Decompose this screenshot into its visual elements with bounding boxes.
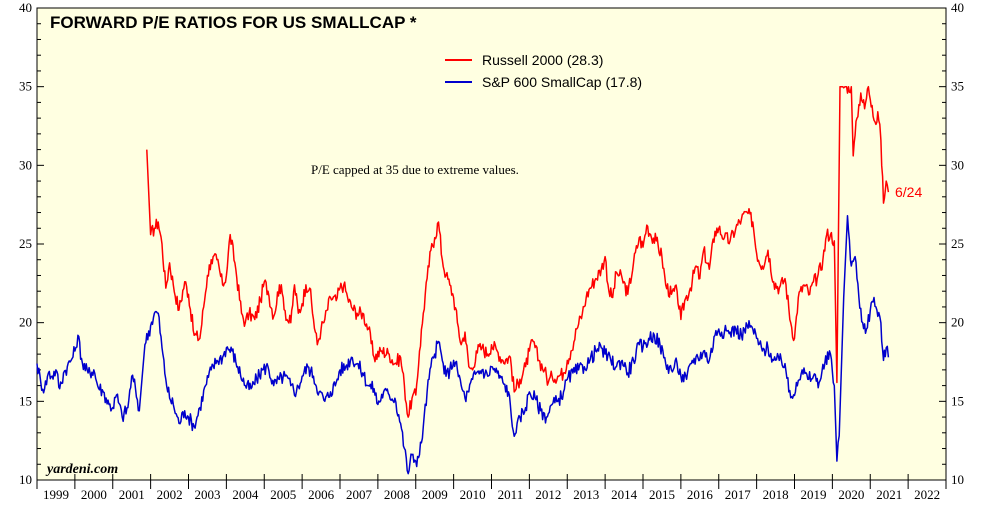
x-tick-label: 2006 (308, 487, 335, 502)
x-tick-label: 2001 (119, 487, 145, 502)
x-tick-label: 2012 (535, 487, 561, 502)
y-tick-label-right: 25 (951, 236, 964, 251)
x-tick-label: 2005 (270, 487, 296, 502)
y-tick-label-left: 10 (19, 472, 32, 487)
y-tick-label-left: 15 (19, 393, 32, 408)
x-tick-label: 2019 (800, 487, 826, 502)
end-date-label: 6/24 (895, 184, 922, 200)
chart-title: FORWARD P/E RATIOS FOR US SMALLCAP * (50, 13, 417, 32)
x-tick-label: 1999 (43, 487, 69, 502)
x-tick-label: 2018 (763, 487, 789, 502)
x-tick-label: 2011 (498, 487, 524, 502)
y-tick-label-right: 40 (951, 0, 964, 15)
x-tick-label: 2002 (157, 487, 183, 502)
y-tick-label-right: 15 (951, 393, 964, 408)
y-tick-label-left: 40 (19, 0, 32, 15)
y-tick-label-right: 35 (951, 79, 964, 94)
x-axis: 1999 2000 2001 2002 2003 2004 2005 2006 2007 2008… (36, 474, 947, 502)
left-y-axis: 10 15 20 25 30 35 40 (19, 0, 44, 487)
y-tick-label-right: 30 (951, 157, 964, 172)
x-tick-label: 2013 (573, 487, 599, 502)
y-tick-label-left: 30 (19, 157, 32, 172)
x-tick-label: 2010 (460, 487, 486, 502)
x-tick-label: 2009 (422, 487, 448, 502)
x-tick-label: 2008 (384, 487, 410, 502)
right-y-axis: 10 15 20 25 30 35 40 (939, 0, 964, 487)
plot-area (36, 7, 947, 481)
x-tick-label: 2022 (914, 487, 940, 502)
source-label: yardeni.com (45, 462, 118, 477)
y-tick-label-right: 10 (951, 472, 964, 487)
x-tick-label: 2000 (81, 487, 107, 502)
x-tick-label: 2014 (611, 487, 638, 502)
x-tick-label: 2020 (838, 487, 864, 502)
x-tick-label: 2007 (346, 487, 373, 502)
x-tick-label: 2015 (649, 487, 675, 502)
y-tick-label-left: 25 (19, 236, 32, 251)
legend-label-sp600: S&P 600 SmallCap (17.8) (482, 74, 642, 90)
y-tick-label-left: 35 (19, 79, 32, 94)
series-line-sp600-smallcap (36, 214, 890, 475)
y-tick-label-left: 20 (19, 315, 32, 330)
x-tick-label: 2017 (725, 487, 752, 502)
x-tick-label: 2003 (194, 487, 220, 502)
x-tick-label: 2021 (876, 487, 902, 502)
x-tick-label: 2004 (232, 487, 259, 502)
x-tick-label: 2016 (687, 487, 714, 502)
legend: Russell 2000 (28.3) S&P 600 SmallCap (17… (445, 52, 642, 90)
legend-label-russell: Russell 2000 (28.3) (482, 52, 603, 68)
cap-note: P/E capped at 35 due to extreme values. (311, 162, 519, 177)
series-line-russell-2000 (146, 85, 890, 418)
series-lines (36, 85, 890, 475)
y-tick-label-right: 20 (951, 315, 964, 330)
